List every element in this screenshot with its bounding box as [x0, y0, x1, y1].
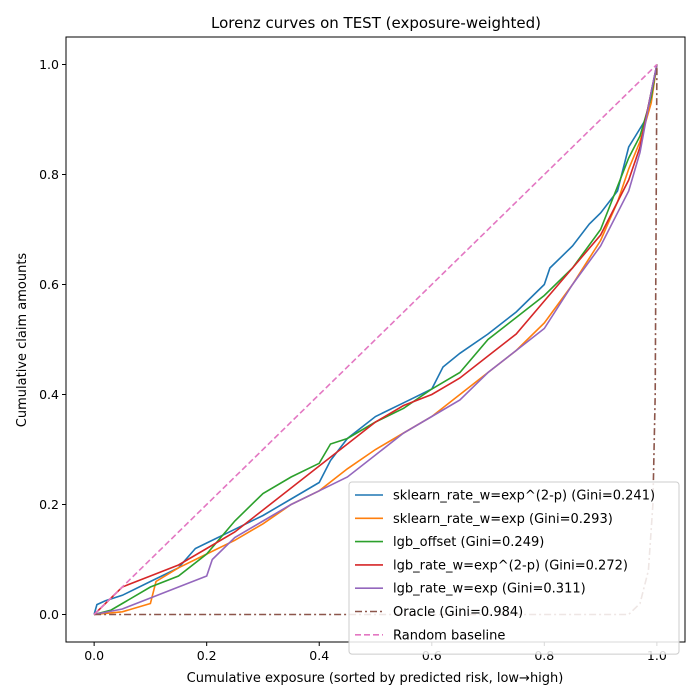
legend-entry-label: lgb_offset (Gini=0.249): [393, 535, 544, 550]
y-tick-label: 0.6: [39, 277, 59, 292]
x-axis-label: Cumulative exposure (sorted by predicted…: [187, 671, 564, 686]
x-tick-label: 0.2: [197, 648, 217, 663]
legend-box: [348, 481, 680, 655]
y-tick-label: 1.0: [39, 57, 59, 72]
y-axis-ticks: 0.0 0.2 0.4 0.6 0.8 1.0: [39, 57, 66, 622]
y-axis-label: Cumulative claim amounts: [15, 253, 30, 428]
legend: sklearn_rate_w=exp^(2-p) (Gini=0.241) skl…: [348, 481, 680, 655]
y-tick-label: 0.4: [39, 387, 59, 402]
y-tick-label: 0.8: [39, 167, 59, 182]
legend-entry-label: sklearn_rate_w=exp^(2-p) (Gini=0.241): [393, 489, 655, 504]
series-line-6: [94, 64, 658, 616]
series-line-7: [93, 63, 658, 616]
y-tick-label: 0.0: [39, 607, 59, 622]
x-tick-label: 0.4: [309, 648, 329, 663]
chart-title: Lorenz curves on TEST (exposure-weighted…: [211, 14, 541, 32]
legend-entry-label: sklearn_rate_w=exp (Gini=0.293): [393, 512, 613, 527]
legend-entry-label: lgb_rate_w=exp^(2-p) (Gini=0.272): [393, 558, 628, 573]
y-tick-label: 0.2: [39, 497, 59, 512]
x-tick-label: 0.0: [84, 648, 104, 663]
legend-entry-label: lgb_rate_w=exp (Gini=0.311): [393, 582, 586, 597]
series-line-4: [93, 64, 658, 616]
legend-entry-label: Oracle (Gini=0.984): [393, 605, 523, 620]
legend-entry-label: Random baseline: [393, 628, 505, 643]
plot-area: [93, 63, 658, 616]
series-line-5: [93, 64, 658, 616]
